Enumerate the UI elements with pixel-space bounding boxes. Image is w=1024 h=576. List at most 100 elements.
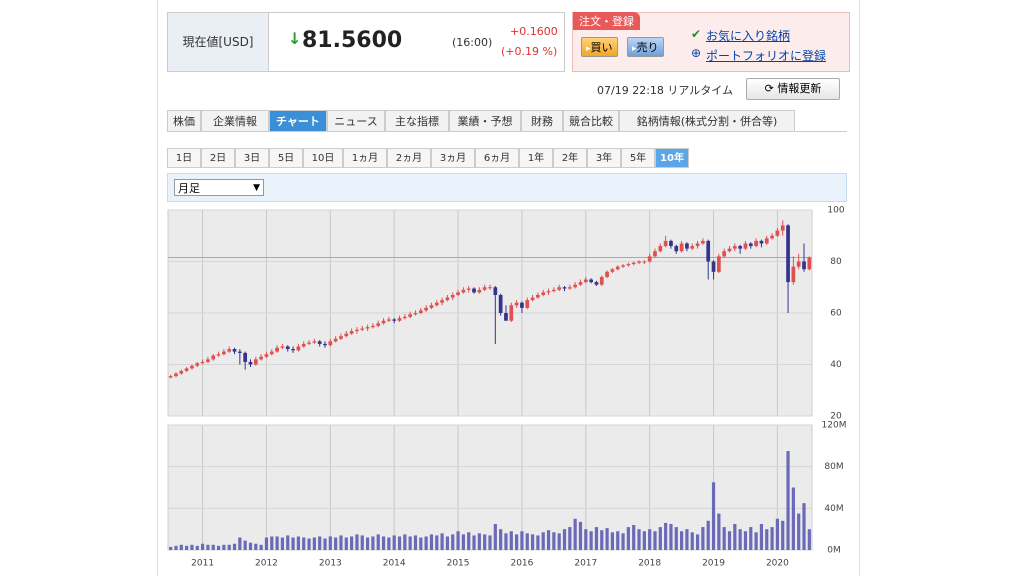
interval-value: 月足 (178, 182, 200, 195)
tab[interactable]: 銘柄情報(株式分割・併合等) (619, 110, 795, 131)
period-button[interactable]: 2日 (201, 148, 235, 168)
candle-body (424, 307, 428, 311)
volume-bar (206, 544, 210, 550)
volume-bar (589, 531, 593, 550)
y-tick-label: 80 (830, 257, 842, 267)
candle-body (786, 225, 790, 283)
volume-bar (472, 535, 476, 550)
tab[interactable]: ニュース (327, 110, 385, 131)
period-button[interactable]: 3ヵ月 (431, 148, 475, 168)
volume-bar (520, 531, 524, 550)
x-tick-label: 2016 (510, 559, 533, 569)
portfolio-link[interactable]: ポートフォリオに登録 (706, 49, 827, 63)
volume-bar (701, 527, 705, 550)
candle-body (387, 319, 391, 321)
period-button[interactable]: 10年 (655, 148, 689, 168)
candle-body (807, 257, 812, 270)
volume-plot (167, 424, 813, 551)
period-button[interactable]: 3日 (235, 148, 269, 168)
candle-body (365, 327, 370, 329)
period-button[interactable]: 2年 (553, 148, 587, 168)
candle-body (583, 279, 588, 283)
period-button[interactable]: 5日 (269, 148, 303, 168)
volume-bar (733, 523, 737, 550)
y-tick-label: 20 (830, 412, 842, 422)
candle-body (355, 329, 359, 332)
candle-body (472, 288, 476, 293)
candle-body (237, 351, 242, 353)
candle-body (493, 287, 498, 295)
volume-bar (350, 536, 354, 550)
volume-bar (738, 529, 742, 550)
volume-bar (669, 523, 673, 550)
volume-bar (642, 531, 646, 550)
volume-tick-label: 0M (827, 546, 841, 556)
tab[interactable]: チャート (269, 110, 327, 131)
volume-bar (440, 533, 444, 550)
interval-select[interactable]: 月足 ▼ (174, 179, 264, 196)
refresh-button[interactable]: ⟳ 情報更新 (746, 78, 840, 100)
select-arrow: ▼ (253, 183, 260, 193)
candle-body (716, 256, 721, 272)
period-button[interactable]: 1ヵ月 (343, 148, 387, 168)
tab[interactable]: 主な指標 (385, 110, 449, 131)
volume-bar (690, 532, 694, 550)
period-button[interactable]: 1年 (519, 148, 553, 168)
volume-bar (302, 537, 306, 550)
buy-button[interactable]: 買い (581, 37, 618, 57)
x-tick-label: 2012 (255, 559, 278, 569)
volume-bar (387, 537, 391, 550)
volume-bar (685, 529, 689, 550)
candle-body (541, 292, 546, 295)
period-button[interactable]: 1日 (167, 148, 201, 168)
volume-bar (632, 525, 636, 550)
candle-body (552, 289, 556, 292)
period-button[interactable]: 2ヵ月 (387, 148, 431, 168)
volume-bar (807, 529, 811, 550)
x-tick-label: 2013 (319, 559, 342, 569)
candle-body (466, 288, 471, 290)
candle-body (695, 243, 700, 247)
candle-body (216, 354, 221, 356)
candle-body (200, 361, 205, 364)
favorite-link[interactable]: お気に入り銘柄 (706, 29, 791, 43)
y-tick-label: 40 (830, 360, 842, 370)
tab[interactable]: 業績・予想 (449, 110, 521, 131)
candle-body (727, 248, 732, 252)
volume-bar (605, 528, 609, 550)
period-button[interactable]: 10日 (303, 148, 343, 168)
candle-body (701, 240, 705, 244)
volume-bar (381, 536, 386, 550)
volume-bar (248, 542, 253, 550)
candle-body (520, 302, 524, 308)
volume-bar (243, 540, 247, 550)
candle-body (477, 289, 482, 293)
volume-bar (413, 535, 418, 550)
volume-bar (621, 533, 625, 550)
tab[interactable]: 株価 (167, 110, 201, 131)
refresh-icon: ⟳ (764, 82, 778, 95)
candle-body (621, 265, 625, 267)
candle-body (504, 313, 508, 321)
volume-bar (658, 527, 662, 550)
volume-bar (419, 537, 423, 550)
period-button[interactable]: 6ヵ月 (475, 148, 519, 168)
y-tick-label: 100 (827, 206, 844, 216)
candle-body (349, 331, 354, 334)
tab[interactable]: 競合比較 (563, 110, 619, 131)
volume-bar (727, 531, 732, 550)
tab[interactable]: 企業情報 (201, 110, 269, 131)
tab[interactable]: 財務 (521, 110, 563, 131)
volume-bar (483, 534, 487, 550)
volume-bar (674, 527, 678, 550)
candle-body (429, 305, 434, 308)
period-button[interactable]: 5年 (621, 148, 655, 168)
candle-body (190, 365, 194, 369)
volume-bar (626, 527, 630, 550)
volume-bar (179, 544, 183, 550)
candle-body (690, 246, 695, 249)
candle-body (642, 261, 647, 263)
sell-button[interactable]: 売り (627, 37, 664, 57)
volume-bar (791, 487, 795, 550)
period-button[interactable]: 3年 (587, 148, 621, 168)
